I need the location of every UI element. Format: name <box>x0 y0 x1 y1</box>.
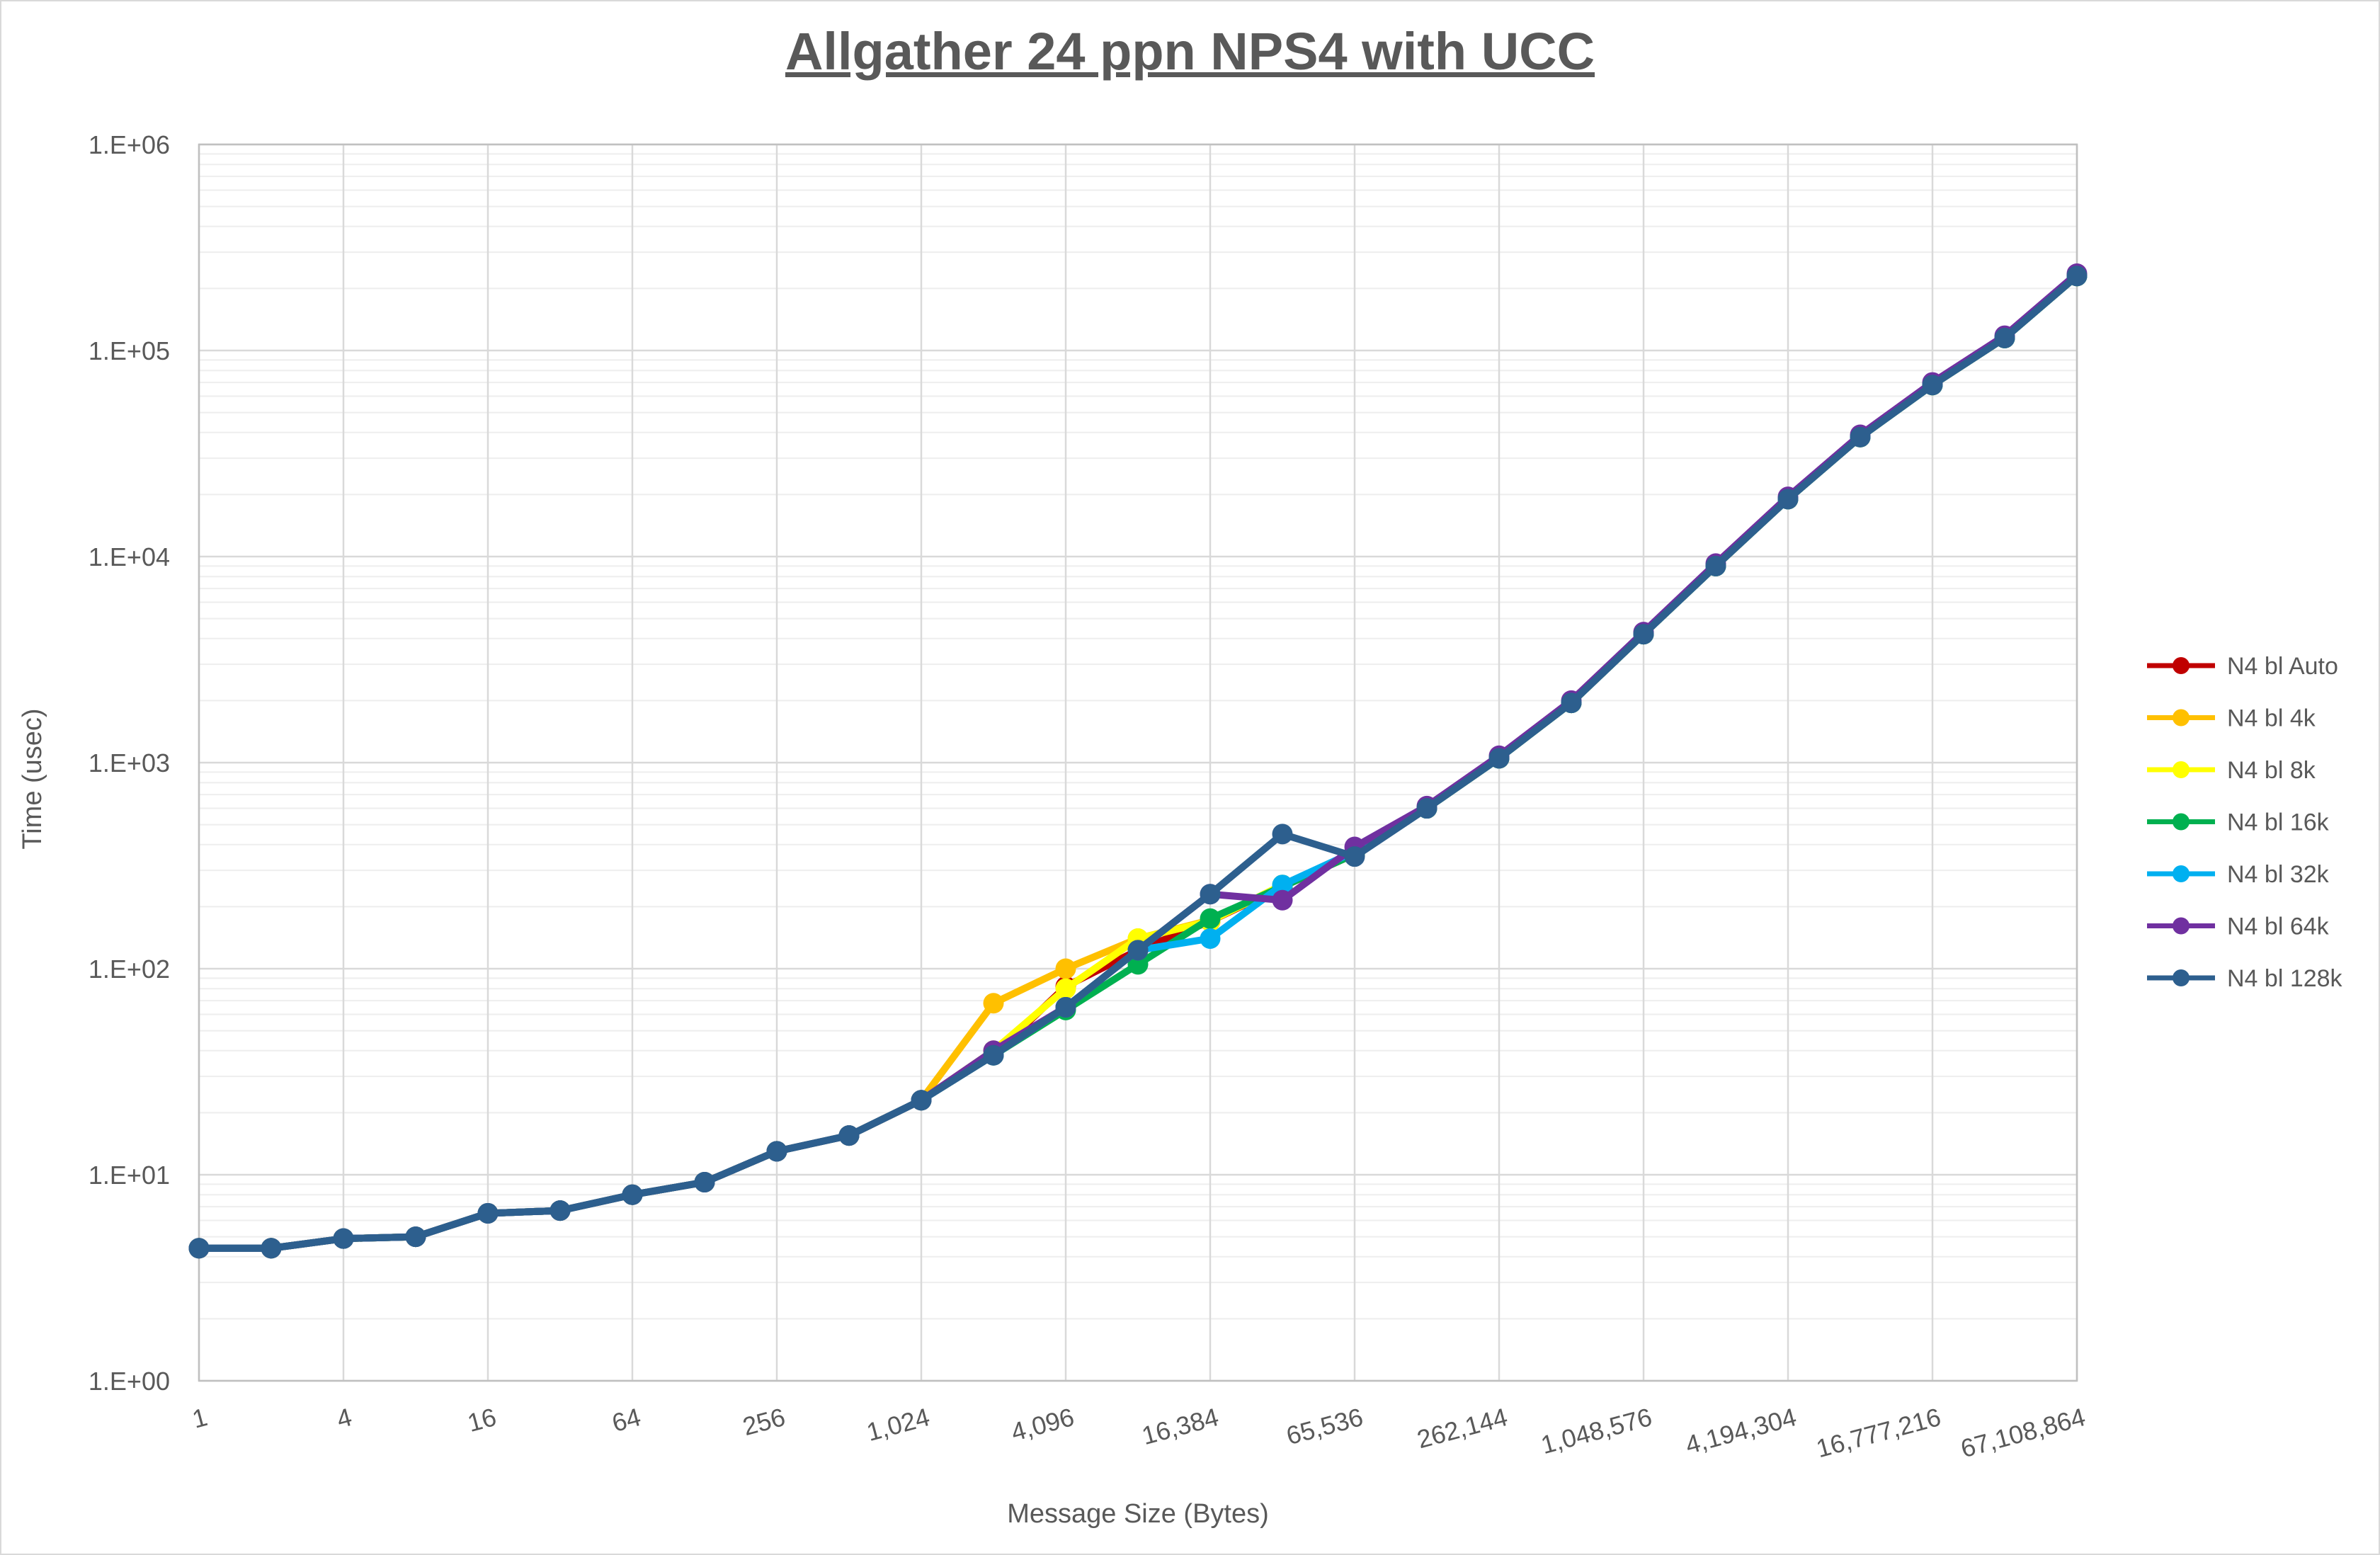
legend-item-n4-bl-64k: N4 bl 64k <box>2147 913 2330 940</box>
data-point-n4-bl-128k <box>1055 996 1076 1018</box>
data-point-n4-bl-128k <box>333 1228 354 1249</box>
x-tick-label: 16,777,216 <box>1813 1402 1944 1463</box>
gridlines-minor <box>199 153 2077 1320</box>
y-tick-label: 1.E+00 <box>89 1367 170 1396</box>
data-point-n4-bl-32k <box>1272 875 1293 896</box>
legend-item-n4-bl-auto: N4 bl Auto <box>2147 653 2338 680</box>
plot-border <box>198 143 2078 1382</box>
data-point-n4-bl-128k <box>188 1238 210 1259</box>
y-tick-label: 1.E+04 <box>89 542 170 571</box>
legend: N4 bl Auto N4 bl 4k N4 bl 8k N4 bl 16k N4 bl… <box>2147 653 2343 992</box>
series-line-n4-bl-64k <box>195 270 2080 1252</box>
data-point-n4-bl-128k <box>405 1226 426 1248</box>
data-point-n4-bl-128k <box>766 1141 787 1162</box>
x-tick-label: 4,096 <box>1008 1402 1077 1447</box>
y-tick-label: 1.E+06 <box>89 130 170 159</box>
data-point-n4-bl-128k <box>1850 426 1871 448</box>
legend-label: N4 bl 32k <box>2227 861 2330 888</box>
data-point-n4-bl-128k <box>1561 693 1582 714</box>
data-point-n4-bl-128k <box>1200 884 1221 905</box>
gridlines-major <box>198 143 2078 1382</box>
x-tick-label: 256 <box>739 1402 788 1441</box>
legend-label: N4 bl 16k <box>2227 809 2330 836</box>
x-tick-label: 67,108,864 <box>1957 1402 2088 1463</box>
data-point-n4-bl-128k <box>983 1044 1004 1066</box>
data-point-n4-bl-128k <box>1994 327 2015 348</box>
x-tick-label: 262,144 <box>1414 1402 1510 1454</box>
legend-label: N4 bl 8k <box>2227 757 2316 784</box>
legend-item-n4-bl-16k: N4 bl 16k <box>2147 809 2330 836</box>
x-tick-label: 16 <box>465 1402 499 1437</box>
data-point-n4-bl-128k <box>477 1202 499 1224</box>
data-point-n4-bl-128k <box>1344 846 1365 867</box>
y-tick-label: 1.E+02 <box>89 955 170 984</box>
data-point-n4-bl-4k <box>983 993 1004 1014</box>
legend-marker <box>2173 917 2190 935</box>
x-tick-label: 4,194,304 <box>1682 1402 1799 1459</box>
x-tick-label: 1 <box>189 1402 210 1434</box>
legend-label: N4 bl 4k <box>2227 705 2316 732</box>
x-tick-label: 4 <box>334 1402 355 1434</box>
legend-marker <box>2173 657 2190 674</box>
x-tick-label: 1,048,576 <box>1538 1402 1655 1459</box>
legend-label: N4 bl 128k <box>2227 965 2343 992</box>
data-point-n4-bl-128k <box>550 1200 571 1221</box>
x-axis-title: Message Size (Bytes) <box>1007 1499 1269 1529</box>
legend-item-n4-bl-4k: N4 bl 4k <box>2147 705 2316 732</box>
data-point-n4-bl-128k <box>1705 555 1726 576</box>
data-point-n4-bl-128k <box>1416 798 1437 819</box>
data-point-n4-bl-128k <box>1127 940 1149 961</box>
legend-item-n4-bl-8k: N4 bl 8k <box>2147 757 2316 784</box>
data-point-n4-bl-64k <box>1272 889 1293 911</box>
x-tick-label: 16,384 <box>1139 1402 1222 1450</box>
legend-marker <box>2173 709 2190 727</box>
data-point-n4-bl-4k <box>1055 958 1076 979</box>
series-n4-bl-128k <box>188 266 2088 1259</box>
data-point-n4-bl-128k <box>2066 266 2088 287</box>
y-tick-label: 1.E+01 <box>89 1161 170 1190</box>
y-tick-labels: 1.E+00 1.E+01 1.E+02 1.E+03 1.E+04 1.E+05 1.E+… <box>89 130 170 1396</box>
data-point-n4-bl-8k <box>1055 978 1076 999</box>
y-tick-label: 1.E+03 <box>89 748 170 778</box>
data-point-n4-bl-128k <box>838 1125 860 1146</box>
data-point-n4-bl-128k <box>1272 824 1293 845</box>
data-point-n4-bl-32k <box>1200 928 1221 949</box>
legend-item-n4-bl-32k: N4 bl 32k <box>2147 861 2330 888</box>
legend-marker <box>2173 761 2190 778</box>
x-tick-label: 1,024 <box>863 1402 933 1447</box>
data-point-n4-bl-128k <box>1488 748 1510 769</box>
data-point-n4-bl-16k <box>1127 954 1149 975</box>
data-point-n4-bl-16k <box>1200 908 1221 929</box>
x-tick-label: 64 <box>609 1402 644 1437</box>
y-axis-title: Time (usec) <box>18 708 47 849</box>
x-tick-labels: 1 4 16 64 256 1,024 4,096 16,384 65,536 262,144 1,… <box>189 1402 2088 1463</box>
legend-marker <box>2173 969 2190 986</box>
legend-label: N4 bl 64k <box>2227 913 2330 940</box>
chart-title: Allgather 24 ppn NPS4 with UCC <box>785 22 1595 81</box>
data-point-n4-bl-128k <box>261 1238 282 1259</box>
legend-item-n4-bl-128k: N4 bl 128k <box>2147 965 2343 992</box>
y-tick-label: 1.E+05 <box>89 336 170 365</box>
legend-marker <box>2173 813 2190 831</box>
data-point-n4-bl-128k <box>1777 489 1799 510</box>
legend-marker <box>2173 865 2190 882</box>
data-point-n4-bl-128k <box>1633 624 1654 645</box>
legend-label: N4 bl Auto <box>2227 653 2338 680</box>
data-point-n4-bl-128k <box>911 1090 932 1111</box>
data-point-n4-bl-128k <box>1922 375 1943 396</box>
x-tick-label: 65,536 <box>1283 1402 1366 1450</box>
data-point-n4-bl-128k <box>694 1172 715 1193</box>
data-point-n4-bl-128k <box>622 1184 643 1205</box>
